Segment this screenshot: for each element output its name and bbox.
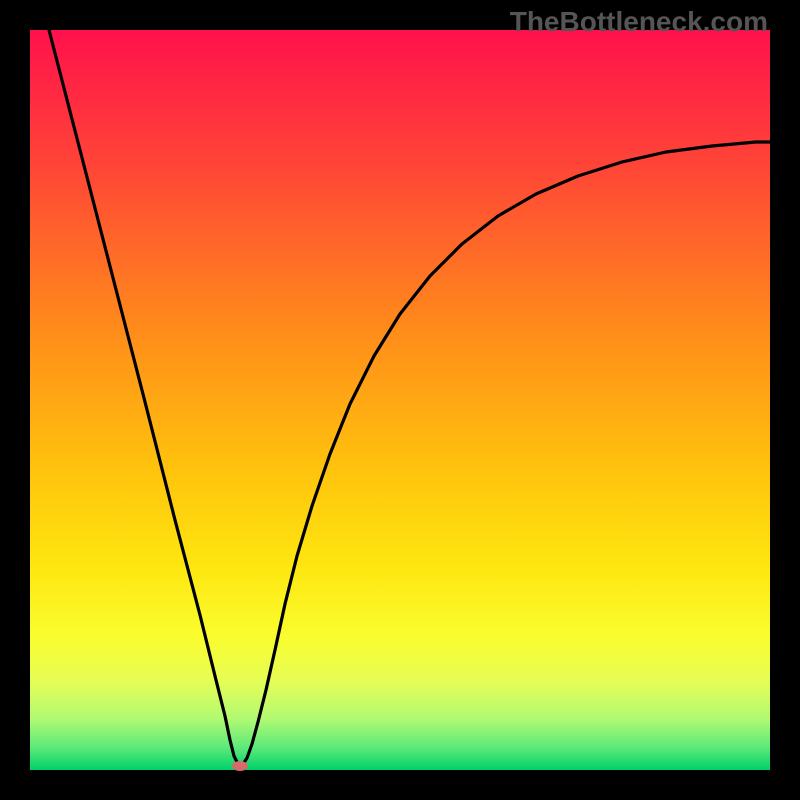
- plot-background: [30, 30, 770, 770]
- chart-container: TheBottleneck.com: [0, 0, 800, 800]
- watermark-text: TheBottleneck.com: [510, 6, 768, 38]
- bottleneck-chart-svg: [0, 0, 800, 800]
- optimal-point-marker: [232, 761, 248, 771]
